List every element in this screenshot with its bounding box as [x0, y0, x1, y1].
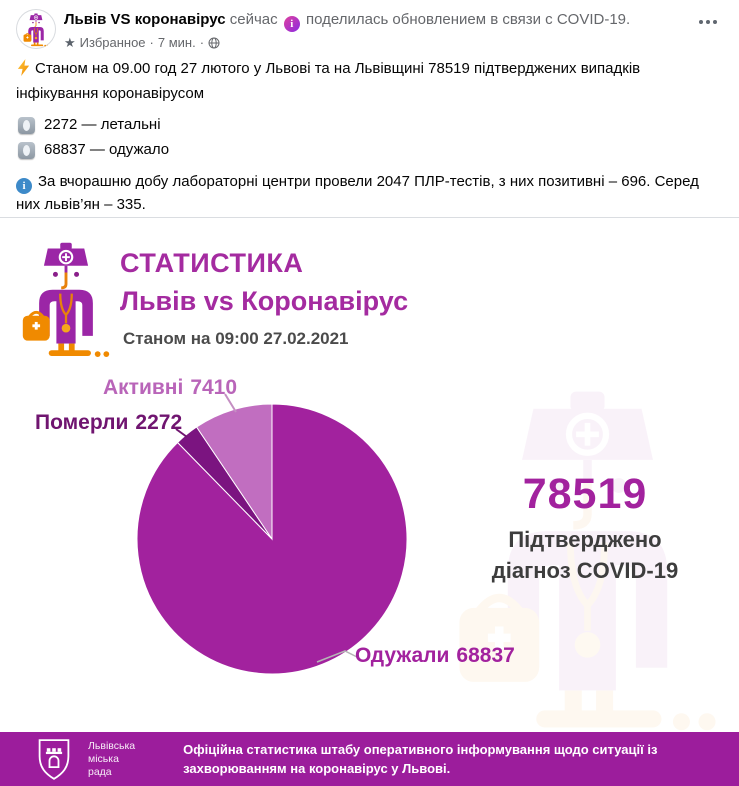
- stat-row-recovered: 68837 — одужало: [16, 139, 723, 161]
- time-word: сейчас: [229, 11, 278, 28]
- tests-text: За вчорашню добу лабораторні центри пров…: [16, 173, 699, 213]
- infographic-footer: Львівська міська рада Офіційна статистик…: [0, 732, 739, 786]
- post-options-button[interactable]: [695, 16, 721, 28]
- post-text: Станом на 09.00 год 27 лютого у Львові т…: [0, 54, 739, 216]
- favorites-label: Избранное: [79, 35, 146, 50]
- stat-deaths-text: 2272 — летальні: [44, 116, 161, 133]
- footer-description: Офіційна статистика штабу оперативного і…: [183, 742, 658, 776]
- infographic-subtitle: Львів vs Коронавірус: [120, 286, 409, 316]
- total-confirmed-caption: Підтверджено діагноз COVID-19: [491, 527, 679, 583]
- favorites-star-icon: ★: [64, 35, 76, 50]
- author-name[interactable]: Львів VS коронавірус: [64, 11, 226, 28]
- infographic-as-of-date: Станом на 09:00 27.02.2021: [123, 329, 349, 348]
- page-logo-mascot-icon: [23, 13, 49, 47]
- button-keycap-icon: [18, 141, 35, 159]
- label-active: Активні 7410: [103, 376, 238, 399]
- post-byline: Львів VS коронавірус сейчас i поделилась…: [64, 10, 723, 32]
- post-tests-paragraph: i За вчорашню добу лабораторні центри про…: [16, 171, 723, 216]
- lviv-city-crest-icon: [38, 739, 70, 780]
- meta-separator: ·: [199, 35, 205, 50]
- label-died: Померли 2272: [35, 411, 183, 434]
- post-header: Львів VS коронавірус сейчас i поделилась…: [0, 0, 739, 54]
- infographic-mascot-icon: [21, 241, 111, 359]
- post-meta: ★ Избранное · 7 мин. ·: [64, 34, 723, 52]
- timestamp[interactable]: 7 мин.: [157, 35, 196, 50]
- stat-recovered-text: 68837 — одужало: [44, 141, 170, 158]
- infographic-image[interactable]: СТАТИСТИКА Львів vs Коронавірус Станом н…: [0, 217, 739, 786]
- shared-update-text: поделилась обновлением в связи с COVID-1…: [305, 11, 631, 28]
- avatar[interactable]: [16, 9, 56, 49]
- info-circle-icon: i: [16, 178, 32, 194]
- info-badge-icon: i: [283, 16, 300, 32]
- meta-separator: ·: [149, 35, 154, 50]
- stat-row-deaths: 2272 — летальні: [16, 114, 723, 136]
- privacy-globe-icon: [208, 37, 220, 49]
- total-confirmed-number: 78519: [522, 470, 648, 518]
- label-recovered: Одужали 68837: [355, 644, 515, 667]
- button-keycap-icon: [18, 116, 35, 134]
- intro-text: Станом на 09.00 год 27 лютого у Львові т…: [16, 60, 641, 102]
- pie-chart: [137, 404, 407, 674]
- lightning-bolt-icon: [16, 59, 31, 83]
- infographic-title: СТАТИСТИКА: [120, 248, 304, 278]
- post-intro-paragraph: Станом на 09.00 год 27 лютого у Львові т…: [16, 58, 723, 105]
- org-name: Львівська міська рада: [88, 739, 136, 778]
